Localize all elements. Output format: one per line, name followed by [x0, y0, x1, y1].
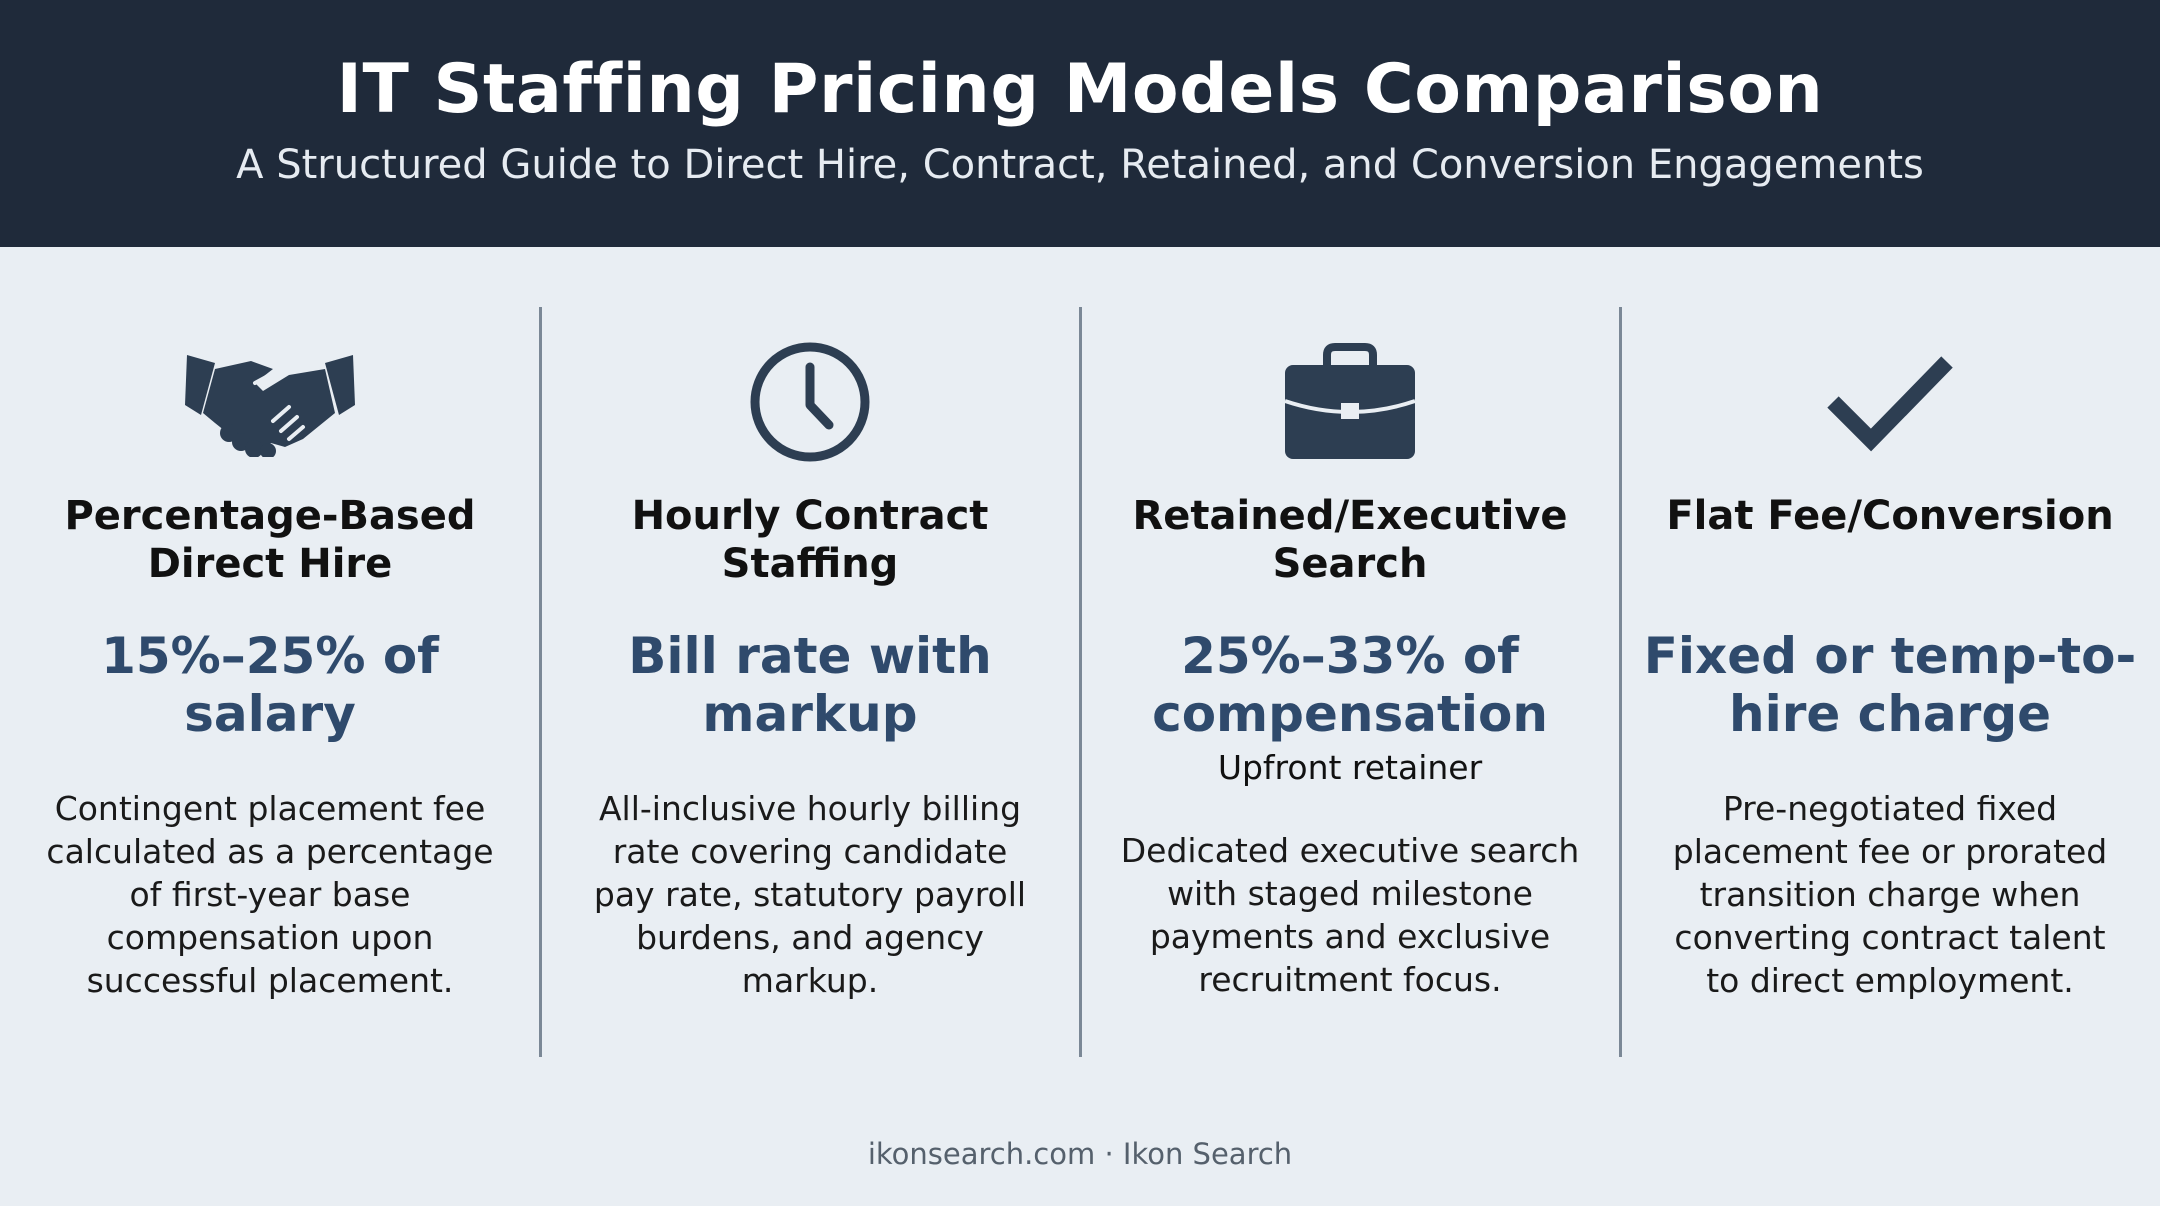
column-description: All-inclusive hourly billing rate coveri… [593, 789, 1027, 1000]
column-description: Dedicated executive search with staged m… [1120, 831, 1580, 999]
pricing-column-retained-search: Retained/Executive Search 25%–33% of com… [1080, 247, 1620, 1067]
header-banner: IT Staffing Pricing Models Comparison A … [0, 0, 2160, 247]
page-title: IT Staffing Pricing Models Comparison [336, 50, 1824, 129]
column-description: Pre-negotiated fixed placement fee or pr… [1672, 789, 2108, 1000]
checkmark-icon [1620, 337, 2160, 467]
pricing-models-grid: Percentage-Based Direct Hire 15%–25% of … [0, 247, 2160, 1067]
column-price: 15%–25% of salary [101, 627, 439, 743]
column-price: Bill rate with markup [628, 627, 992, 743]
column-title: Retained/Executive Search [1132, 493, 1568, 587]
column-note: Upfront retainer [1217, 748, 1483, 787]
footer-attribution: ikonsearch.com · Ikon Search [867, 1137, 1293, 1171]
column-description: Contingent placement fee calculated as a… [46, 789, 494, 1000]
column-divider [539, 307, 542, 1057]
pricing-column-direct-hire: Percentage-Based Direct Hire 15%–25% of … [0, 247, 540, 1067]
briefcase-icon [1080, 337, 1620, 467]
column-title: Percentage-Based Direct Hire [64, 493, 476, 587]
column-divider [1619, 307, 1622, 1057]
page-subtitle: A Structured Guide to Direct Hire, Contr… [236, 142, 1924, 188]
column-price: 25%–33% of compensation [1152, 627, 1548, 743]
pricing-column-flat-fee: Flat Fee/Conversion Fixed or temp-to- hi… [1620, 247, 2160, 1067]
column-divider [1079, 307, 1082, 1057]
column-title: Flat Fee/Conversion [1666, 493, 2114, 539]
column-price: Fixed or temp-to- hire charge [1643, 627, 2137, 743]
handshake-icon [0, 337, 540, 467]
clock-icon [540, 337, 1080, 467]
column-title: Hourly Contract Staffing [631, 493, 989, 587]
pricing-column-hourly-contract: Hourly Contract Staffing Bill rate with … [540, 247, 1080, 1067]
